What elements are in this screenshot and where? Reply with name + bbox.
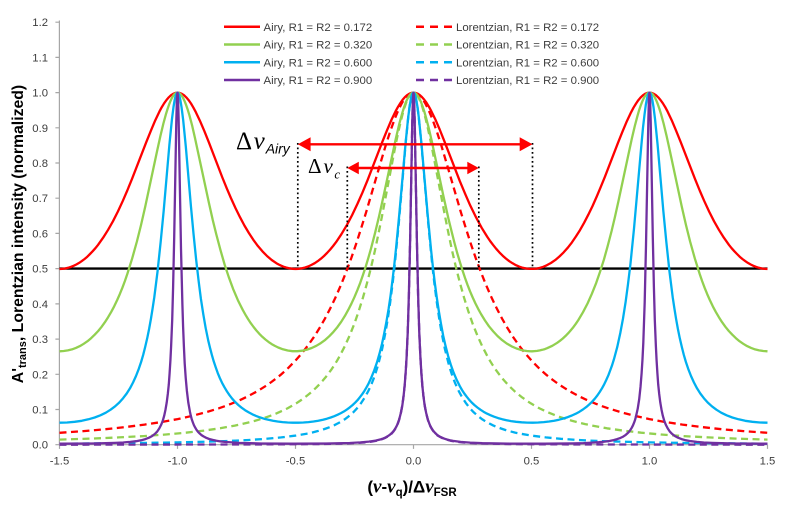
svg-text:1.5: 1.5 <box>760 456 776 468</box>
svg-text:ΔνAiry: ΔνAiry <box>236 128 291 157</box>
svg-text:Lorentzian, R1 = R2 = 0.172: Lorentzian, R1 = R2 = 0.172 <box>456 22 599 34</box>
svg-text:Airy, R1 = R2 = 0.172: Airy, R1 = R2 = 0.172 <box>264 22 373 34</box>
svg-text:A'trans, Lorentzian intensity: A'trans, Lorentzian intensity (normalize… <box>10 85 29 383</box>
svg-text:0.2: 0.2 <box>32 369 48 381</box>
svg-text:Airy, R1 = R2 = 0.900: Airy, R1 = R2 = 0.900 <box>264 75 373 87</box>
svg-text:0.7: 0.7 <box>32 193 48 205</box>
svg-text:Airy, R1 = R2 = 0.600: Airy, R1 = R2 = 0.600 <box>264 57 373 69</box>
svg-text:0.4: 0.4 <box>32 299 48 311</box>
svg-text:1.1: 1.1 <box>32 52 48 64</box>
svg-text:0.9: 0.9 <box>32 123 48 135</box>
svg-text:-1.0: -1.0 <box>168 456 187 468</box>
svg-text:(ν-νq)/ΔνFSR: (ν-νq)/ΔνFSR <box>367 477 457 500</box>
svg-text:Lorentzian, R1 = R2 = 0.320: Lorentzian, R1 = R2 = 0.320 <box>456 40 599 52</box>
svg-text:0.6: 0.6 <box>32 228 48 240</box>
svg-text:0.1: 0.1 <box>32 405 48 417</box>
svg-text:Lorentzian, R1 = R2 = 0.600: Lorentzian, R1 = R2 = 0.600 <box>456 57 599 69</box>
svg-text:Airy, R1 = R2 = 0.320: Airy, R1 = R2 = 0.320 <box>264 40 373 52</box>
svg-text:-0.5: -0.5 <box>286 456 305 468</box>
svg-text:Lorentzian, R1 = R2 = 0.900: Lorentzian, R1 = R2 = 0.900 <box>456 75 599 87</box>
svg-text:0.0: 0.0 <box>406 456 422 468</box>
svg-text:0.0: 0.0 <box>32 440 48 452</box>
svg-text:1.2: 1.2 <box>32 17 48 29</box>
svg-text:0.5: 0.5 <box>524 456 540 468</box>
svg-text:0.5: 0.5 <box>32 264 48 276</box>
svg-text:0.8: 0.8 <box>32 158 48 170</box>
svg-text:-1.5: -1.5 <box>50 456 69 468</box>
svg-text:1.0: 1.0 <box>642 456 658 468</box>
svg-text:0.3: 0.3 <box>32 334 48 346</box>
svg-text:1.0: 1.0 <box>32 88 48 100</box>
